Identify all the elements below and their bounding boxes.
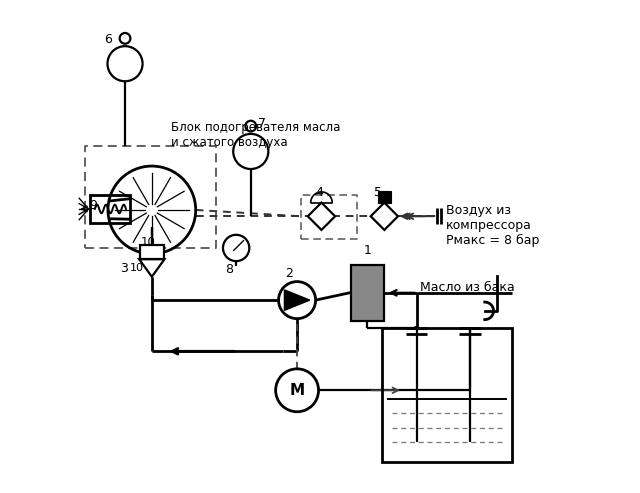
Text: М: М <box>289 383 305 398</box>
Bar <box>351 265 384 320</box>
Polygon shape <box>284 290 310 311</box>
Text: 6: 6 <box>104 33 112 46</box>
Circle shape <box>278 282 316 318</box>
Text: Воздух из
компрессора
Рмакс = 8 бар: Воздух из компрессора Рмакс = 8 бар <box>446 204 539 247</box>
Text: 2: 2 <box>285 267 292 280</box>
Circle shape <box>120 33 131 44</box>
Text: 3: 3 <box>120 262 128 275</box>
Polygon shape <box>371 203 398 230</box>
Bar <box>378 191 391 203</box>
Text: 8: 8 <box>225 263 233 276</box>
Text: 10: 10 <box>129 263 143 274</box>
Text: 7: 7 <box>258 117 266 131</box>
Polygon shape <box>139 259 164 277</box>
Polygon shape <box>308 203 335 230</box>
Text: 5: 5 <box>374 186 381 199</box>
Text: Масло из бака: Масло из бака <box>420 282 515 294</box>
Text: 1: 1 <box>364 244 371 257</box>
Bar <box>140 245 164 259</box>
Text: 10: 10 <box>141 236 156 249</box>
Bar <box>382 328 511 462</box>
Bar <box>90 195 130 223</box>
Text: Блок подогревателя масла
и сжатого воздуха: Блок подогревателя масла и сжатого возду… <box>172 121 340 149</box>
Circle shape <box>276 369 319 412</box>
Text: 9: 9 <box>90 199 97 211</box>
Circle shape <box>245 121 256 132</box>
Text: 4: 4 <box>315 186 323 199</box>
